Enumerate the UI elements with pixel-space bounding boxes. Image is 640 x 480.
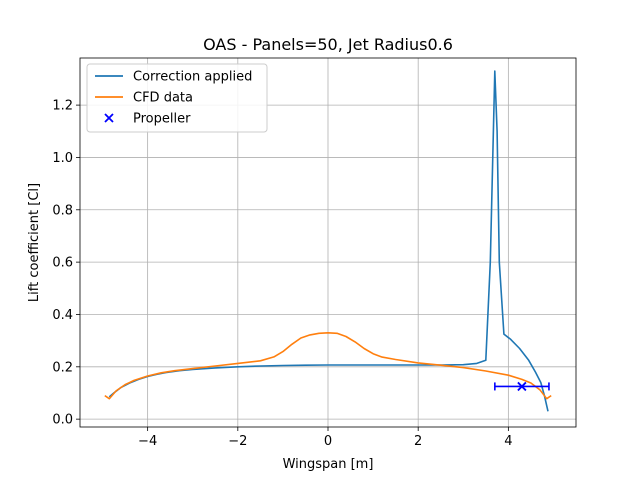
y-axis-ticks: 0.0 0.2 0.4 0.6 0.8 1.0 1.2	[52, 99, 80, 428]
plot-area	[104, 70, 552, 412]
y-tick-label: 1.0	[52, 151, 73, 166]
y-tick-label: 0.4	[52, 308, 73, 323]
y-tick-label: 0.8	[52, 203, 73, 218]
y-tick-label: 1.2	[52, 99, 73, 114]
y-axis-label: Lift coefficient [Cl]	[27, 183, 42, 302]
x-tick-label: 0	[324, 434, 332, 449]
propeller-marker	[517, 381, 527, 392]
y-tick-label: 0.0	[52, 413, 73, 428]
x-tick-label: −4	[138, 434, 157, 449]
x-tick-label: 2	[414, 434, 422, 449]
x-axis-label: Wingspan [m]	[283, 457, 374, 472]
x-axis-ticks: −4 −2 0 2 4	[138, 427, 513, 449]
legend-correction-applied-label: Correction applied	[133, 70, 252, 85]
legend-cfd-data-label: CFD data	[133, 91, 193, 106]
legend-box	[86, 63, 268, 133]
legend: Correction applied CFD data Propeller	[86, 63, 268, 133]
y-tick-label: 0.2	[52, 360, 73, 375]
y-tick-label: 0.6	[52, 256, 73, 271]
x-tick-label: −2	[228, 434, 247, 449]
chart-title: OAS - Panels=50, Jet Radius0.6	[203, 35, 453, 54]
legend-propeller-label: Propeller	[133, 112, 191, 127]
x-tick-label: 4	[504, 434, 512, 449]
cfd-data-line	[104, 331, 552, 400]
legend-propeller-swatch	[104, 113, 114, 123]
